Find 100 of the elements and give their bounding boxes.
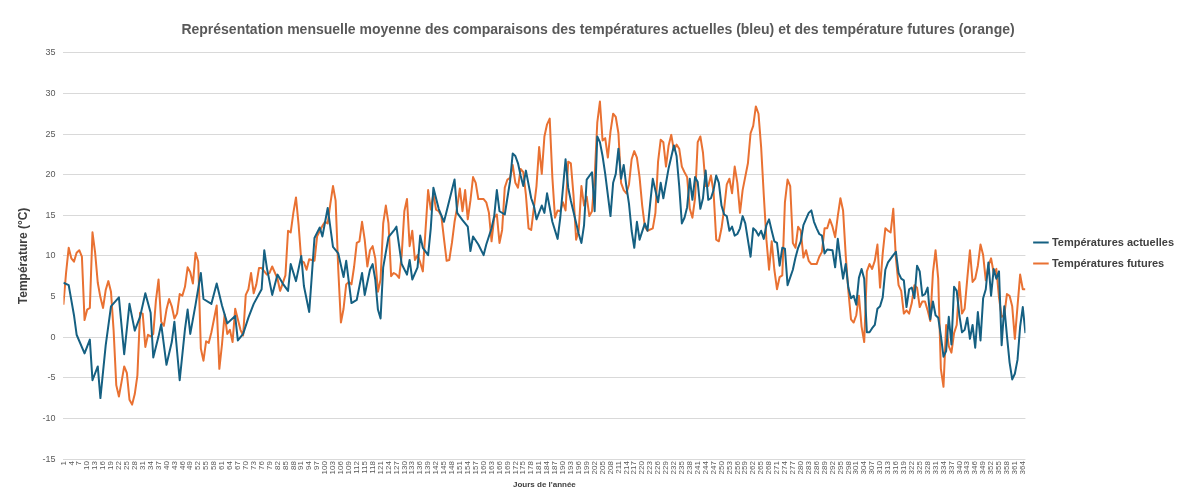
x-tick-label: 109: [344, 460, 354, 475]
x-tick-label: 307: [867, 460, 877, 475]
legend-label: Températures futures: [1051, 256, 1165, 269]
x-tick-label: 298: [843, 460, 853, 475]
x-tick-label: 4: [66, 460, 76, 466]
x-tick-label: 82: [272, 460, 282, 470]
x-tick-label: 175: [518, 460, 528, 475]
x-tick-label: 259: [740, 460, 750, 475]
x-tick-label: 319: [899, 460, 909, 475]
x-tick-label: 76: [256, 460, 266, 470]
x-tick-label: 13: [90, 460, 100, 470]
y-tick-label: -15: [42, 453, 56, 464]
y-axis-title: Température (°C): [15, 207, 30, 305]
x-tick-label: 28: [129, 460, 139, 470]
x-tick-label: 40: [161, 460, 171, 470]
x-tick-label: 277: [788, 460, 798, 475]
x-tick-label: 31: [137, 460, 147, 470]
y-tick-label: 10: [45, 250, 56, 261]
y-tick-label: -5: [47, 372, 56, 383]
x-tick-label: 364: [1017, 460, 1027, 475]
x-tick-label: 133: [407, 460, 417, 475]
x-tick-label: 58: [209, 460, 219, 470]
x-tick-label: 112: [351, 460, 361, 474]
x-tick-label: 142: [431, 460, 441, 475]
x-tick-label: 217: [629, 460, 639, 475]
x-tick-label: 67: [233, 460, 243, 470]
x-tick-label: 289: [819, 460, 829, 475]
y-tick-label: 20: [45, 169, 56, 180]
x-tick-label: 232: [669, 460, 679, 475]
x-tick-label: 166: [494, 460, 504, 475]
x-axis-title: Jours de l'année: [513, 480, 577, 490]
x-tick-label: 151: [455, 460, 465, 475]
x-tick-label: 145: [439, 460, 449, 475]
x-tick-label: 124: [383, 460, 393, 475]
x-tick-label: 172: [510, 460, 520, 475]
x-tick-label: 337: [946, 460, 956, 475]
x-tick-label: 115: [359, 460, 369, 474]
x-tick-label: 163: [486, 460, 496, 475]
x-tick-label: 316: [891, 460, 901, 475]
x-tick-label: 7: [74, 460, 84, 466]
y-tick-label: -10: [42, 412, 56, 423]
x-tick-label: 127: [391, 460, 401, 475]
x-tick-label: 250: [716, 460, 726, 475]
x-tick-label: 106: [336, 460, 346, 475]
x-tick-label: 343: [962, 460, 972, 475]
x-tick-label: 61: [217, 460, 227, 470]
x-tick-label: 70: [240, 460, 250, 470]
x-tick-label: 43: [169, 460, 179, 470]
x-tick-label: 322: [906, 460, 916, 475]
x-tick-label: 310: [875, 460, 885, 475]
x-tick-label: 283: [803, 460, 813, 475]
y-tick-label: 15: [45, 209, 56, 220]
x-tick-label: 184: [542, 460, 552, 475]
x-tick-label: 328: [922, 460, 932, 475]
x-tick-label: 154: [462, 460, 472, 475]
x-tick-label: 244: [700, 460, 710, 475]
x-tick-label: 214: [621, 460, 631, 475]
x-tick-label: 292: [827, 460, 837, 475]
x-tick-label: 349: [978, 460, 988, 475]
x-tick-label: 193: [566, 460, 576, 475]
x-tick-label: 136: [415, 460, 425, 475]
x-tick-label: 55: [201, 460, 211, 470]
x-tick-label: 10: [82, 460, 92, 470]
x-tick-label: 121: [375, 460, 385, 475]
x-tick-label: 130: [399, 460, 409, 475]
y-tick-label: 25: [45, 128, 56, 139]
y-tick-label: 0: [50, 331, 56, 342]
x-tick-label: 190: [558, 460, 568, 475]
x-tick-label: 313: [883, 460, 893, 475]
x-tick-label: 331: [930, 460, 940, 475]
x-tick-label: 226: [653, 460, 663, 475]
x-tick-label: 187: [550, 460, 560, 475]
x-tick-label: 97: [312, 460, 322, 470]
x-tick-label: 304: [859, 460, 869, 475]
x-tick-label: 274: [780, 460, 790, 475]
x-tick-label: 196: [573, 460, 583, 475]
x-tick-label: 295: [835, 460, 845, 475]
x-tick-label: 265: [756, 460, 766, 475]
x-tick-label: 88: [288, 460, 298, 470]
x-tick-label: 220: [637, 460, 647, 475]
x-tick-label: 178: [526, 460, 536, 475]
x-tick-label: 79: [264, 460, 274, 470]
x-tick-label: 37: [153, 460, 163, 470]
x-tick-label: 286: [811, 460, 821, 475]
x-tick-label: 94: [304, 460, 314, 470]
x-tick-label: 160: [478, 460, 488, 475]
x-tick-label: 205: [597, 460, 607, 475]
x-tick-label: 100: [320, 460, 330, 475]
chart-title: Représentation mensuelle moyenne des comparaisons des températures actuelles (bleu) et des température futures (orange): [181, 21, 1015, 38]
x-tick-label: 340: [954, 460, 964, 475]
x-tick-label: 241: [692, 460, 702, 475]
x-tick-label: 22: [114, 460, 124, 470]
x-tick-label: 268: [764, 460, 774, 475]
x-tick-label: 157: [470, 460, 480, 475]
x-tick-label: 16: [98, 460, 108, 470]
x-tick-label: 25: [122, 460, 132, 470]
x-tick-label: 34: [145, 460, 155, 470]
x-tick-label: 211: [613, 460, 623, 474]
x-tick-label: 139: [423, 460, 433, 475]
x-tick-label: 64: [225, 460, 235, 470]
